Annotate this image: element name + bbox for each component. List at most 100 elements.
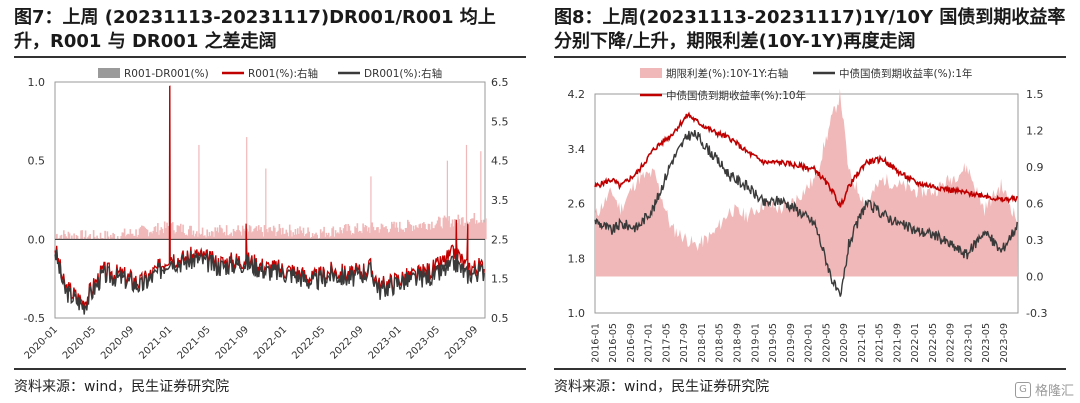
spread-bar <box>411 230 414 240</box>
spread-bar <box>183 233 186 240</box>
spread-bar <box>293 234 296 240</box>
right-y-tick-label: 4.5 <box>491 155 509 168</box>
spread-bar <box>100 238 103 240</box>
spread-bar <box>76 235 79 240</box>
spread-bar <box>122 232 125 240</box>
spread-bar <box>356 223 359 240</box>
spread-bar <box>434 225 437 240</box>
spread-bar <box>365 225 368 240</box>
right-chart: 4.2 3.4 2.6 1.8 1.0 1.5 1.2 0.9 0.6 0.3 0.0 -0.3 201… <box>568 67 1048 363</box>
spread-bar <box>473 212 476 240</box>
spread-bar <box>392 223 394 240</box>
spread-bar <box>471 218 473 240</box>
spread-bar <box>302 227 305 240</box>
x-tick-label: 2016-01 <box>590 323 601 363</box>
spread-bar <box>399 221 401 240</box>
spread-spike-bar <box>480 151 482 240</box>
spread-bar <box>145 228 148 240</box>
spread-bar <box>99 232 102 240</box>
spread-bar <box>158 234 160 240</box>
legend-label: 中债国债到期收益率(%):1年 <box>839 67 972 80</box>
spread-bar <box>224 235 227 240</box>
spread-bar <box>476 223 479 240</box>
spread-bar <box>426 230 429 240</box>
left-title-rule <box>14 56 526 58</box>
spread-bar <box>176 225 179 240</box>
spread-bar <box>337 232 339 240</box>
spread-bar <box>184 235 187 240</box>
spread-bar <box>182 224 184 240</box>
spread-bar <box>138 228 141 240</box>
spread-bar <box>60 234 63 240</box>
spread-bar <box>296 228 299 240</box>
left-panel: 图7：上周 (20231113-20231117)DR001/R001 均上升，… <box>14 7 526 395</box>
x-tick-label: 2020-09 <box>839 323 850 363</box>
x-tick-label: 2016-09 <box>626 323 637 363</box>
x-tick-label: 2022-01 <box>910 323 921 363</box>
spread-bar <box>300 230 302 240</box>
x-tick-label: 2021-05 <box>875 323 886 363</box>
spread-bar <box>435 223 438 240</box>
spread-bar <box>212 231 214 240</box>
right-y-tick-label: 1.5 <box>1026 88 1044 101</box>
spread-bar <box>332 226 335 240</box>
spread-bar <box>129 229 132 240</box>
spread-bar <box>126 234 128 240</box>
spread-bar <box>208 232 211 240</box>
spread-bar <box>146 229 149 240</box>
x-tick-label: 2022-05 <box>928 323 939 363</box>
x-tick-label: 2017-01 <box>644 323 655 363</box>
spread-bar <box>239 231 242 240</box>
right-y-tick-label: 0.6 <box>1026 198 1044 211</box>
spread-bar <box>81 230 83 240</box>
right-source: 资料来源：wind，民生证券研究院 <box>554 379 770 395</box>
spread-bar <box>213 236 215 240</box>
spread-bar <box>232 228 235 240</box>
spread-bar <box>443 215 446 240</box>
spread-bar <box>389 228 392 240</box>
spread-spike-bar <box>446 160 448 240</box>
spread-bar <box>371 222 374 240</box>
spread-bar <box>381 224 384 240</box>
spread-bar <box>357 231 360 240</box>
spread-bar <box>310 237 313 240</box>
spread-bar <box>412 225 415 240</box>
spread-bar <box>440 226 442 240</box>
spread-bar <box>209 235 212 240</box>
spread-bar <box>340 230 343 240</box>
spread-bar <box>372 226 375 240</box>
spread-bar <box>241 225 244 240</box>
spread-bar <box>449 227 452 240</box>
plot-area-border <box>594 93 1019 314</box>
spread-bar <box>144 227 147 240</box>
spread-bar <box>418 224 421 240</box>
spread-bar <box>162 233 165 240</box>
spread-bar <box>128 234 130 240</box>
spread-bar <box>401 229 403 240</box>
spread-bar <box>404 227 407 240</box>
spread-bar <box>135 229 137 240</box>
spread-bar <box>463 225 465 240</box>
x-tick-label: 2023-09 <box>443 324 480 361</box>
spread-bar <box>110 234 112 240</box>
spread-bar <box>277 230 280 240</box>
spread-bar <box>204 235 206 240</box>
spread-bar <box>88 235 90 240</box>
spread-bar <box>363 227 366 240</box>
spread-bar <box>89 234 91 240</box>
spread-bar <box>323 226 325 240</box>
x-tick-label: 2023-09 <box>999 323 1010 363</box>
spread-bar <box>73 233 75 240</box>
spread-spike-bar <box>246 137 248 240</box>
spread-bar <box>67 231 70 240</box>
left-y-tick-label: 0.0 <box>28 233 46 246</box>
spread-bar <box>56 233 58 240</box>
spread-bar <box>397 232 400 240</box>
spread-bar <box>474 223 477 240</box>
spread-bar <box>271 231 274 240</box>
spread-bar <box>270 230 273 240</box>
spread-bar <box>107 236 110 240</box>
spread-bar <box>284 233 286 240</box>
spread-bar <box>472 218 474 240</box>
right-y-tick-label: 0.9 <box>1026 161 1044 174</box>
